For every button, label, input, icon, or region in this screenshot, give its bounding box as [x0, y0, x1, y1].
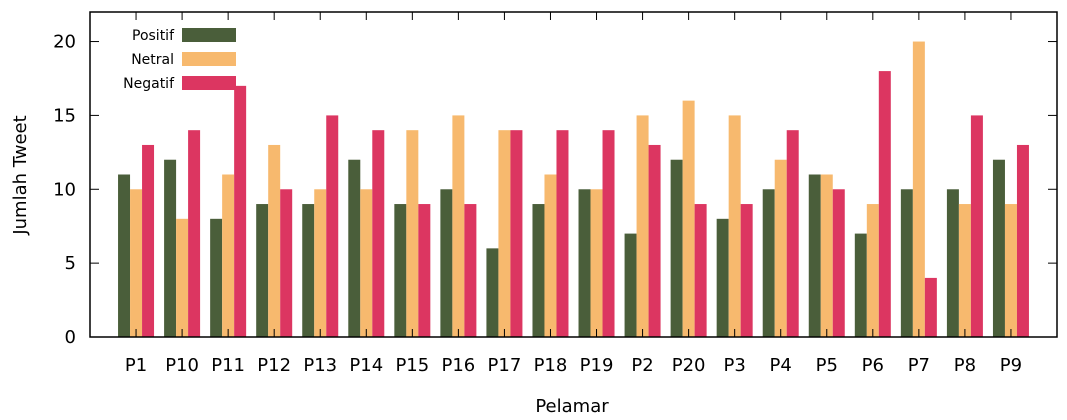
bar-negatif-p4: [786, 130, 799, 337]
bar-netral-p15: [406, 130, 419, 337]
legend-swatch-negatif: [182, 76, 236, 90]
plot-frame: [89, 11, 1058, 338]
bar-negatif-p9: [1016, 144, 1029, 337]
bar-positif-p3: [716, 218, 729, 337]
y-tick-label: 5: [65, 253, 76, 274]
x-tick-label-p8: P8: [954, 355, 976, 376]
x-tick-label-p7: P7: [908, 355, 930, 376]
bar-netral-p1: [130, 189, 143, 337]
bar-negatif-p3: [740, 204, 753, 337]
x-tick-label-p15: P15: [395, 355, 429, 376]
bar-netral-p4: [774, 159, 787, 337]
legend-label-negatif: Negatif: [123, 76, 175, 92]
y-tick-label: 0: [65, 327, 76, 348]
bar-negatif-p6: [878, 71, 891, 337]
x-tick-label-p11: P11: [211, 355, 245, 376]
bar-positif-p10: [164, 159, 177, 337]
bar-positif-p1: [118, 174, 131, 337]
bar-netral-p13: [314, 189, 327, 337]
x-tick-label-p6: P6: [862, 355, 884, 376]
x-tick-label-p14: P14: [349, 355, 383, 376]
y-tick-label: 10: [53, 179, 76, 200]
x-tick-label-p16: P16: [441, 355, 475, 376]
bar-netral-p12: [268, 144, 281, 337]
bar-negatif-p17: [510, 130, 523, 337]
bar-positif-p9: [992, 159, 1005, 337]
legend: Positif Netral Negatif: [123, 28, 236, 92]
bar-netral-p18: [544, 174, 557, 337]
bar-negatif-p5: [832, 189, 845, 337]
bar-positif-p8: [946, 189, 959, 337]
legend-swatch-positif: [182, 28, 236, 42]
bar-positif-p15: [394, 204, 407, 337]
bar-negatif-p15: [418, 204, 431, 337]
bar-netral-p17: [498, 130, 511, 337]
bar-netral-p9: [1004, 204, 1017, 337]
bar-negatif-p19: [602, 130, 615, 337]
legend-swatch-netral: [182, 52, 236, 66]
bar-positif-p11: [210, 218, 223, 337]
x-tick-label-p5: P5: [816, 355, 838, 376]
x-tick-label-p1: P1: [125, 355, 147, 376]
bar-netral-p5: [820, 174, 833, 337]
bar-netral-p8: [958, 204, 971, 337]
bar-positif-p5: [808, 174, 821, 337]
bar-netral-p7: [912, 41, 925, 337]
bar-negatif-p11: [234, 85, 247, 337]
x-tick-label-p18: P18: [534, 355, 568, 376]
bar-negatif-p10: [188, 130, 201, 337]
bar-negatif-p7: [924, 277, 937, 337]
bar-netral-p11: [222, 174, 235, 337]
bar-netral-p10: [176, 218, 189, 337]
bar-positif-p16: [440, 189, 453, 337]
x-axis: P1 P10 P11 P12 P13 P14 P15 P16 P17 P18 P19 P2 P20 P3 P…: [125, 12, 1022, 376]
x-tick-label-p2: P2: [631, 355, 653, 376]
x-tick-label-p13: P13: [303, 355, 337, 376]
bar-negatif-p2: [648, 144, 661, 337]
y-tick-label: 15: [53, 105, 76, 126]
bar-positif-p4: [762, 189, 775, 337]
bar-positif-p17: [486, 248, 499, 337]
bar-positif-p14: [348, 159, 361, 337]
bar-netral-p2: [636, 115, 649, 337]
legend-label-netral: Netral: [131, 52, 174, 68]
x-tick-label-p19: P19: [580, 355, 614, 376]
bar-negatif-p16: [464, 204, 477, 337]
bar-positif-p13: [302, 204, 315, 337]
y-axis-title: Jumlah Tweet: [10, 115, 31, 235]
x-tick-label-p20: P20: [672, 355, 706, 376]
x-tick-label-p3: P3: [724, 355, 746, 376]
x-tick-label-p17: P17: [488, 355, 522, 376]
y-tick-label: 20: [53, 32, 76, 53]
bar-positif-p20: [670, 159, 683, 337]
bar-negatif-p18: [556, 130, 569, 337]
bar-positif-p6: [854, 233, 867, 337]
legend-label-positif: Positif: [132, 28, 175, 44]
bar-negatif-p12: [280, 189, 293, 337]
bar-negatif-p20: [694, 204, 707, 337]
x-tick-label-p9: P9: [1000, 355, 1022, 376]
x-tick-label-p4: P4: [770, 355, 792, 376]
bar-negatif-p8: [970, 115, 983, 337]
bar-netral-p14: [360, 189, 373, 337]
bar-positif-p12: [256, 204, 269, 337]
x-axis-title: Pelamar: [535, 396, 609, 417]
bar-netral-p3: [728, 115, 741, 337]
bars-layer: [118, 41, 1029, 338]
x-tick-label-p12: P12: [257, 355, 291, 376]
bar-positif-p18: [532, 204, 545, 337]
bar-netral-p20: [682, 100, 695, 338]
bar-netral-p19: [590, 189, 603, 337]
bar-positif-p19: [578, 189, 591, 337]
bar-positif-p7: [900, 189, 913, 337]
bar-negatif-p1: [142, 144, 155, 337]
bar-netral-p16: [452, 115, 465, 337]
bar-positif-p2: [624, 233, 637, 337]
bar-negatif-p13: [326, 115, 339, 337]
x-tick-label-p10: P10: [165, 355, 199, 376]
bar-netral-p6: [866, 204, 879, 337]
bar-negatif-p14: [372, 130, 385, 337]
